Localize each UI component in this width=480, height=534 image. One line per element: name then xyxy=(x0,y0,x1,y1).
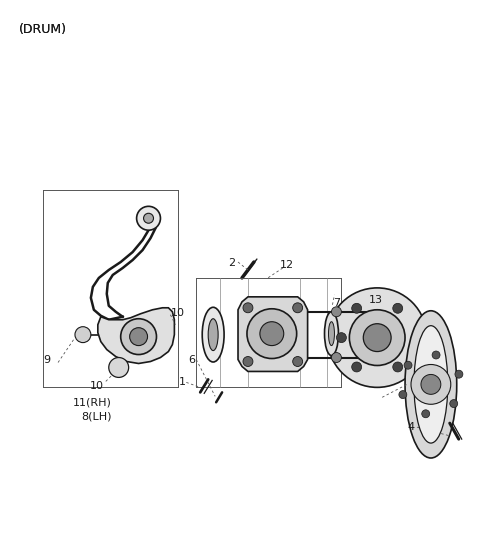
Circle shape xyxy=(327,288,427,387)
Circle shape xyxy=(332,307,341,317)
Ellipse shape xyxy=(208,319,218,350)
Text: 10: 10 xyxy=(90,381,104,391)
Circle shape xyxy=(109,358,129,378)
Text: 9: 9 xyxy=(43,355,50,365)
Circle shape xyxy=(332,352,341,363)
Circle shape xyxy=(293,357,302,366)
Circle shape xyxy=(404,361,412,369)
Circle shape xyxy=(349,310,405,365)
Circle shape xyxy=(243,357,253,366)
Circle shape xyxy=(432,351,440,359)
Text: 12: 12 xyxy=(280,260,294,270)
Text: 13: 13 xyxy=(369,295,383,305)
Circle shape xyxy=(352,362,361,372)
Ellipse shape xyxy=(328,321,335,345)
Circle shape xyxy=(352,303,361,313)
Circle shape xyxy=(243,303,253,313)
Text: 8(LH): 8(LH) xyxy=(81,411,111,421)
Text: 4: 4 xyxy=(407,422,414,432)
Circle shape xyxy=(422,410,430,418)
Polygon shape xyxy=(238,297,308,372)
Text: (DRUM): (DRUM) xyxy=(19,23,67,36)
Ellipse shape xyxy=(405,311,457,458)
Circle shape xyxy=(120,319,156,355)
Text: 2: 2 xyxy=(228,258,235,268)
Circle shape xyxy=(363,324,391,351)
Circle shape xyxy=(130,328,147,345)
Ellipse shape xyxy=(414,326,448,443)
Text: 7: 7 xyxy=(334,298,341,308)
Circle shape xyxy=(399,390,407,398)
Circle shape xyxy=(455,370,463,378)
Circle shape xyxy=(393,303,403,313)
Text: 10: 10 xyxy=(170,308,184,318)
Circle shape xyxy=(75,327,91,343)
Text: 1: 1 xyxy=(179,378,185,388)
Circle shape xyxy=(411,365,451,404)
Circle shape xyxy=(137,206,160,230)
Circle shape xyxy=(293,303,302,313)
Text: 11(RH): 11(RH) xyxy=(73,397,112,407)
Polygon shape xyxy=(98,308,174,364)
Circle shape xyxy=(247,309,297,358)
Text: (DRUM): (DRUM) xyxy=(19,23,67,36)
Circle shape xyxy=(144,213,154,223)
Ellipse shape xyxy=(324,312,338,356)
Circle shape xyxy=(260,321,284,345)
Ellipse shape xyxy=(202,307,224,362)
Text: 6: 6 xyxy=(188,355,195,365)
Circle shape xyxy=(450,399,458,407)
Circle shape xyxy=(393,362,403,372)
Circle shape xyxy=(421,374,441,394)
Circle shape xyxy=(336,333,347,343)
